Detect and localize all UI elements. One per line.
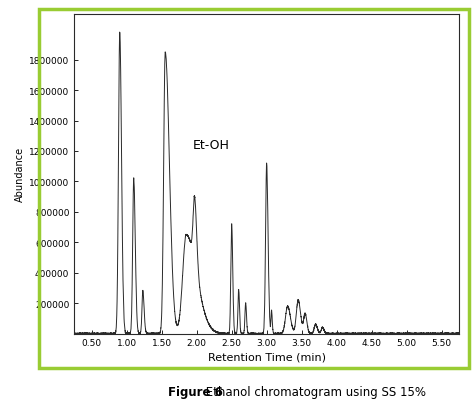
Text: Et-OH: Et-OH (193, 139, 230, 151)
Y-axis label: Abundance: Abundance (15, 147, 25, 202)
Text: Figure 6: Figure 6 (168, 385, 223, 398)
X-axis label: Retention Time (min): Retention Time (min) (208, 352, 326, 362)
Text: Ethanol chromatogram using SS 15%: Ethanol chromatogram using SS 15% (202, 385, 427, 398)
